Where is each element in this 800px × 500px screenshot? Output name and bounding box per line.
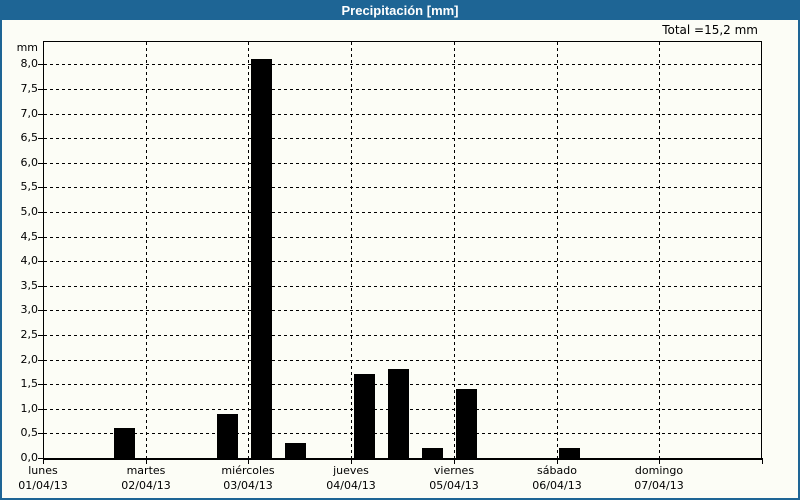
day-name: lunes (28, 464, 58, 477)
day-name: sábado (537, 464, 577, 477)
precipitation-bar (251, 59, 272, 458)
x-day-label: lunes 01/04/13 (2, 463, 95, 493)
day-name: viernes (433, 464, 475, 477)
y-gridline (44, 286, 761, 287)
y-gridline (44, 237, 761, 238)
y-tick (38, 237, 43, 238)
y-gridline (44, 89, 761, 90)
y-tick-label: 6,0 (20, 156, 39, 169)
x-tick (762, 460, 763, 464)
y-tick-label: 0,0 (20, 451, 39, 464)
y-tick (38, 360, 43, 361)
y-gridline (44, 261, 761, 262)
y-axis-unit-label: mm (16, 41, 38, 54)
x-tick (43, 460, 44, 464)
y-gridline (44, 163, 761, 164)
y-tick-label: 1,0 (20, 402, 39, 415)
day-name: martes (126, 464, 166, 477)
total-label: Total =15,2 mm (662, 23, 758, 37)
y-tick-label: 2,0 (20, 353, 39, 366)
y-tick (38, 64, 43, 65)
y-gridline (44, 187, 761, 188)
x-day-label: viernes 05/04/13 (402, 463, 506, 493)
y-tick (38, 138, 43, 139)
chart-title: Precipitación [mm] (341, 2, 459, 18)
y-tick-label: 7,5 (20, 82, 39, 95)
y-tick-label: 5,0 (20, 205, 39, 218)
x-tick (557, 460, 558, 464)
y-gridline (44, 64, 761, 65)
day-gridline (351, 42, 352, 458)
day-gridline (146, 42, 147, 458)
precipitation-bar (422, 448, 443, 458)
y-gridline (44, 212, 761, 213)
day-name: jueves (333, 464, 369, 477)
x-day-label: domingo 07/04/13 (607, 463, 711, 493)
y-gridline (44, 310, 761, 311)
day-date: 07/04/13 (634, 479, 684, 492)
y-tick-label: 8,0 (20, 57, 39, 70)
day-gridline (659, 42, 660, 458)
y-tick-label: 2,5 (20, 328, 39, 341)
y-tick (38, 409, 43, 410)
y-gridline (44, 360, 761, 361)
day-date: 03/04/13 (223, 479, 273, 492)
title-bar: Precipitación [mm] (2, 0, 798, 20)
y-tick (38, 433, 43, 434)
day-date: 02/04/13 (121, 479, 171, 492)
x-axis-line (43, 458, 763, 460)
day-date: 05/04/13 (429, 479, 479, 492)
day-gridline (557, 42, 558, 458)
y-tick (38, 310, 43, 311)
y-tick (38, 384, 43, 385)
y-gridline (44, 335, 761, 336)
y-tick-label: 3,5 (20, 279, 39, 292)
x-day-label: jueves 04/04/13 (299, 463, 403, 493)
y-tick (38, 89, 43, 90)
precipitation-bar (456, 389, 477, 458)
y-tick (38, 212, 43, 213)
y-tick (38, 163, 43, 164)
x-tick (146, 460, 147, 464)
y-gridline (44, 138, 761, 139)
y-tick (38, 286, 43, 287)
y-tick (38, 261, 43, 262)
precipitation-bar (354, 374, 375, 458)
y-tick-label: 5,5 (20, 180, 39, 193)
x-tick (351, 460, 352, 464)
y-tick (38, 458, 43, 459)
day-name: miércoles (221, 464, 275, 477)
precipitation-bar (285, 443, 306, 458)
x-day-label: sábado 06/04/13 (505, 463, 609, 493)
day-name: domingo (634, 464, 684, 477)
precipitation-bar (559, 448, 580, 458)
precipitation-bar (388, 369, 409, 458)
y-tick-label: 1,5 (20, 377, 39, 390)
x-tick (248, 460, 249, 464)
x-tick (659, 460, 660, 464)
day-date: 01/04/13 (18, 479, 68, 492)
x-day-label: miércoles 03/04/13 (196, 463, 300, 493)
day-gridline (248, 42, 249, 458)
day-gridline (454, 42, 455, 458)
y-tick-label: 4,5 (20, 230, 39, 243)
y-tick (38, 335, 43, 336)
y-tick-label: 7,0 (20, 107, 39, 120)
x-day-label: martes 02/04/13 (94, 463, 198, 493)
precipitation-bar (114, 428, 135, 458)
precipitation-bar (217, 414, 238, 458)
y-tick (38, 114, 43, 115)
y-tick-label: 4,0 (20, 254, 39, 267)
day-date: 06/04/13 (532, 479, 582, 492)
day-date: 04/04/13 (326, 479, 376, 492)
y-tick-label: 0,5 (20, 426, 39, 439)
y-tick-label: 3,0 (20, 303, 39, 316)
y-gridline (44, 114, 761, 115)
y-tick-label: 6,5 (20, 131, 39, 144)
x-tick (454, 460, 455, 464)
y-tick (38, 187, 43, 188)
